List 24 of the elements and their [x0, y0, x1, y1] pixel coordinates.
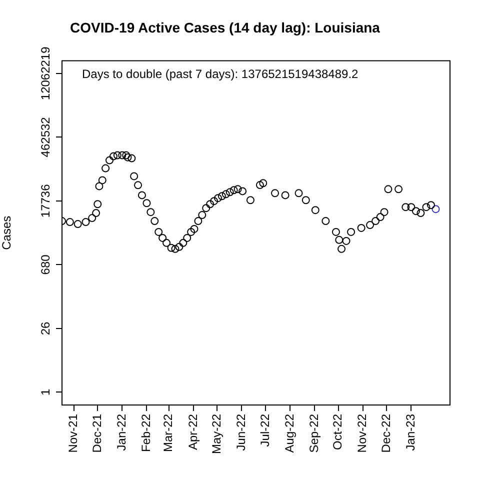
- annotation: Days to double (past 7 days): 1376521519438489.2: [82, 67, 359, 82]
- x-tick-label: Apr-22: [186, 414, 200, 450]
- x-tick-label: Feb-22: [139, 414, 154, 452]
- x-tick-label: Nov-22: [355, 414, 370, 453]
- y-tick-label: 17736: [38, 184, 52, 218]
- x-tick-label: Jan-22: [114, 414, 128, 451]
- y-axis-title: Cases: [0, 216, 14, 250]
- x-tick-label: Dec-21: [90, 414, 104, 453]
- x-tick-label: Nov-21: [66, 414, 80, 453]
- x-tick-label: Jul-22: [258, 414, 272, 447]
- x-tick-label: Dec-22: [378, 414, 393, 453]
- x-tick-label: Mar-22: [161, 414, 176, 452]
- y-tick-label: 12062219: [38, 46, 52, 100]
- y-tick-label: 680: [38, 254, 52, 275]
- x-tick-label: Aug-22: [282, 414, 296, 453]
- x-tick-label: Jun-22: [234, 414, 248, 451]
- chart-title: COVID-19 Active Cases (14 day lag): Louisiana: [70, 19, 380, 36]
- y-tick-label: 26: [38, 322, 52, 336]
- y-tick-label: 1: [38, 388, 52, 396]
- x-tick-label: Oct-22: [330, 414, 345, 450]
- x-tick-label: Sep-22: [306, 414, 321, 453]
- x-tick-label: May-22: [210, 414, 224, 454]
- y-tick-label: 462532: [38, 116, 52, 158]
- x-tick-label: Jan-23: [404, 414, 418, 451]
